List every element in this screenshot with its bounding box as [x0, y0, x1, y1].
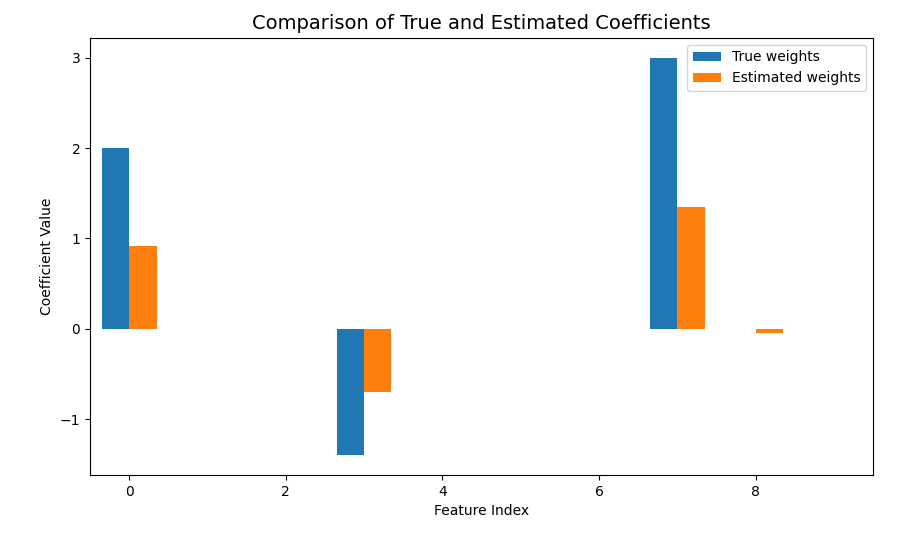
Title: Comparison of True and Estimated Coefficients: Comparison of True and Estimated Coeffic… [252, 15, 711, 33]
Bar [756, 329, 783, 333]
Bar [678, 207, 705, 329]
Bar [102, 148, 130, 329]
Bar [650, 58, 677, 329]
Bar [130, 246, 157, 329]
Y-axis label: Coefficient Value: Coefficient Value [40, 198, 54, 315]
Bar [337, 329, 365, 455]
Bar [364, 329, 392, 392]
Legend: True weights, Estimated weights: True weights, Estimated weights [688, 45, 866, 91]
X-axis label: Feature Index: Feature Index [434, 504, 529, 518]
